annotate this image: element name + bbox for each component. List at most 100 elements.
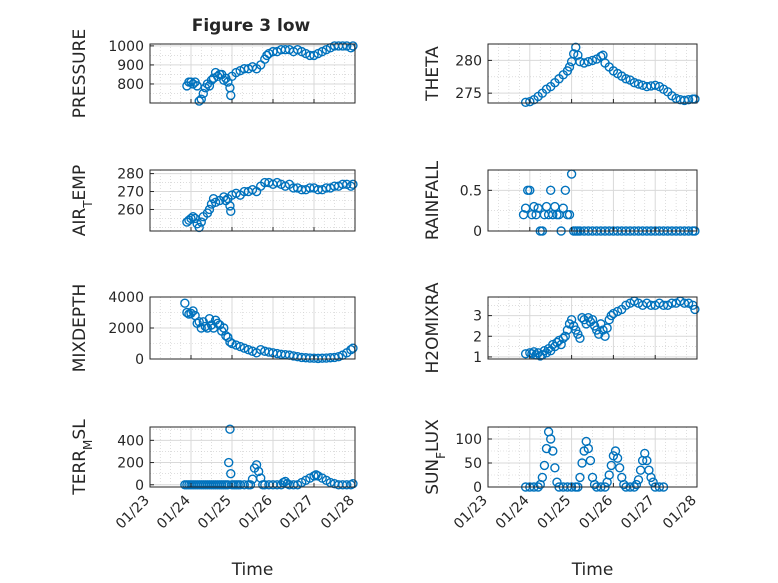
data-point [575,472,585,483]
data-point [198,88,209,99]
data-point [683,95,694,105]
data-point [560,331,571,341]
data-point [621,74,631,84]
data-point [658,300,669,310]
axes-frame [487,43,698,104]
data-point [239,343,250,353]
data-point [186,213,196,224]
data-point [226,468,236,479]
data-point [585,455,596,466]
y-tick-label: 1 [473,350,482,366]
data-point [253,466,264,477]
data-point [251,460,262,470]
data-point [226,206,236,216]
data-point [204,204,215,215]
data-point [546,185,556,196]
axes-frame [149,169,356,232]
data-point [575,333,585,344]
data-point [188,306,198,316]
subplot-2: 275 280 THETA [423,42,700,108]
data-point [679,298,690,308]
axes-frame [487,426,698,488]
data-point [631,479,642,490]
data-point [204,314,215,324]
data-point [646,300,656,310]
y-axis-label: TERRMSL [70,419,95,496]
data-point [204,81,215,91]
y-axis-label: SUNFLUX [423,419,448,495]
data-point [633,79,644,89]
data-point [231,340,241,350]
data-point [606,460,617,471]
data-point [587,55,598,66]
data-point [196,217,206,227]
data-point [541,443,552,454]
data-point [180,298,190,308]
axes-frame [149,43,356,104]
data-point [550,463,560,473]
data-point [348,478,358,489]
data-point [539,460,550,471]
data-point [194,96,204,106]
y-axis-label: AIRTEMP [70,165,95,236]
data-point [600,331,610,341]
data-point [564,62,575,72]
axes-frame [149,426,356,488]
data-point [667,298,677,308]
data-point [612,453,623,463]
data-point [520,349,531,359]
data-point [225,201,235,211]
axes-frame [487,169,698,232]
figure-title: Figure 3 low [192,16,311,36]
data-point [619,479,629,490]
data-point [196,323,206,333]
data-point [525,185,535,196]
y-axis-label: H2OMIXRA [423,282,443,373]
data-point [577,458,587,468]
data-point [558,333,568,344]
data-point [604,470,614,480]
x-axis-label: Time [231,560,274,580]
data-point [556,339,566,350]
y-axis-label: MIXDEPTH [70,284,90,373]
y-tick-label: 280 [455,53,482,69]
y-tick-label: 0 [135,352,144,368]
data-point [342,480,352,490]
data-point [527,349,537,359]
subplot-1: 800 900 1000 PRESSURE [70,29,358,118]
y-tick-label: 280 [117,167,144,183]
y-tick-label: 270 [117,185,144,201]
data-point [227,338,237,349]
data-point [629,77,639,88]
data-point [568,49,579,59]
data-point [596,319,606,329]
y-tick-label: 275 [455,86,482,102]
data-point [579,58,589,68]
y-tick-label: 0 [135,478,144,494]
data-point [552,477,562,487]
y-tick-label: 50 [464,456,482,472]
data-point [256,473,266,483]
data-point [194,317,204,327]
data-point [690,304,700,315]
data-point [587,315,598,325]
data-point [348,179,358,190]
data-point [650,80,660,91]
y-tick-label: 1000 [108,39,144,55]
data-point [646,472,656,483]
subplot-4: 0 0.5 RAINFALL [423,160,700,240]
data-point [329,352,340,363]
data-point [583,443,594,454]
data-point [256,345,266,355]
y-tick-label: 260 [117,202,144,218]
data-point [546,434,556,444]
data-point [560,185,571,196]
y-axis-label: RAINFALL [423,160,443,240]
y-tick-label: 2 [473,329,482,345]
y-tick-label: 200 [117,456,144,472]
data-point [602,323,612,333]
y-axis-label: THETA [423,46,443,102]
y-tick-label: 100 [455,432,482,448]
data-point [333,351,344,362]
